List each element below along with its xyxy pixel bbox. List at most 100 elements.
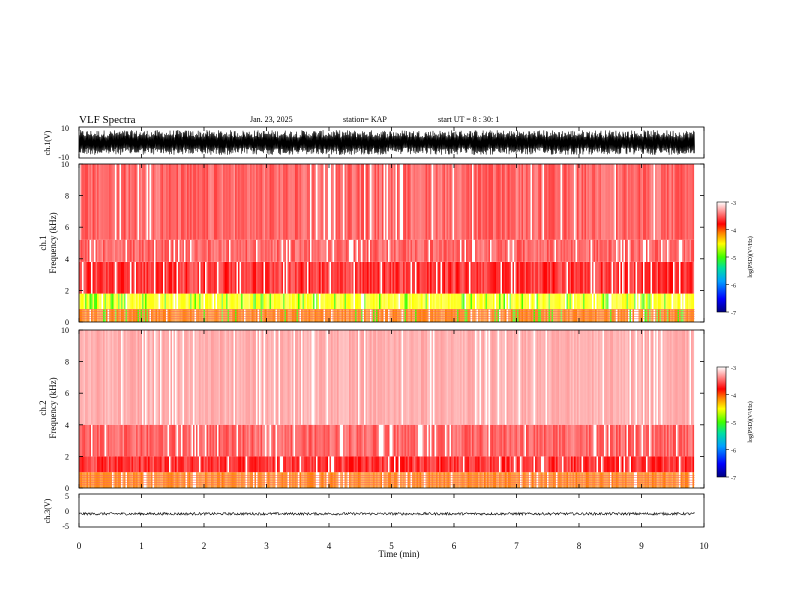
spectrogram-column	[635, 309, 638, 322]
spectrogram-column	[440, 330, 443, 425]
spectrogram-column	[262, 164, 264, 240]
spectrogram-column	[250, 330, 252, 425]
spectrogram-column	[173, 456, 176, 473]
spectrogram-column	[139, 456, 141, 473]
spectrogram-column	[449, 456, 452, 473]
spectrogram-column	[643, 309, 645, 322]
spectrogram-column	[80, 262, 83, 294]
spectrogram-column	[620, 309, 623, 322]
spectrogram-column	[101, 164, 104, 240]
spectrogram-column	[245, 262, 248, 294]
spectrogram-column	[520, 456, 522, 473]
spectrogram-column	[473, 164, 476, 240]
spectrogram-column	[86, 309, 89, 322]
spectrogram-column	[194, 456, 197, 473]
spectrogram-column	[391, 456, 393, 473]
spectrogram-column	[403, 164, 405, 240]
spectrogram-column	[158, 309, 161, 322]
spectrogram-column	[148, 262, 150, 294]
spectrogram-column	[668, 424, 671, 457]
spectrogram-column	[532, 239, 534, 262]
spectrogram-column	[485, 424, 488, 457]
spectrogram-column	[461, 424, 464, 457]
spectrogram-column	[196, 424, 198, 457]
spectrogram-column	[365, 330, 368, 425]
spectrogram-column	[620, 456, 623, 473]
spectrogram-column	[410, 456, 413, 473]
spectrogram-column	[554, 309, 557, 322]
spectrogram-column	[221, 293, 224, 310]
spectrogram-column	[509, 262, 512, 294]
spectrogram-column	[656, 262, 659, 294]
spectrogram-column	[323, 239, 326, 262]
spectrogram-column	[251, 309, 254, 322]
spectrogram-column	[313, 239, 315, 262]
xtick-label: 7	[514, 541, 519, 551]
spectrogram-column	[479, 239, 482, 262]
ytick-label: 0	[65, 318, 69, 327]
spectrogram-column	[197, 456, 200, 473]
spectrogram-column	[305, 456, 308, 473]
spectrogram-column	[649, 239, 651, 262]
spectrogram-column	[616, 424, 618, 457]
spectrogram-column	[454, 309, 456, 322]
spectrogram-column	[614, 456, 617, 473]
spectrogram-column	[88, 262, 90, 294]
spectrogram-column	[605, 456, 608, 473]
spectrogram-column	[683, 330, 686, 425]
spectrogram-column	[485, 330, 488, 425]
spectrogram-column	[502, 262, 504, 294]
spectrogram-column	[329, 239, 332, 262]
spectrogram-column	[161, 424, 164, 457]
spectrogram-column	[547, 239, 549, 262]
spectrogram-column	[529, 330, 531, 425]
spectrogram-column	[607, 309, 609, 322]
spectrogram-column	[293, 262, 296, 294]
spectrogram-column	[392, 164, 395, 240]
spectrogram-column	[452, 262, 455, 294]
spectrogram-column	[391, 164, 393, 240]
spectrogram-column	[100, 309, 102, 322]
spectrogram-column	[595, 293, 597, 310]
spectrogram-column	[269, 309, 272, 322]
spectrogram-column	[410, 424, 413, 457]
spectrogram-column	[337, 293, 339, 310]
spectrogram-column	[686, 424, 689, 457]
spectrogram-column	[431, 239, 434, 262]
spectrogram-column	[218, 293, 221, 310]
spectrogram-column	[446, 239, 449, 262]
spectrogram-column	[560, 456, 563, 473]
spectrogram-column	[242, 456, 245, 473]
spectrogram-column	[82, 309, 84, 322]
spectrogram-column	[358, 262, 360, 294]
spectrogram-column	[130, 456, 132, 473]
spectrogram-column	[149, 456, 152, 473]
spectrogram-column	[400, 239, 402, 262]
spectrogram-column	[587, 239, 590, 262]
spectrogram-column	[397, 424, 399, 457]
spectrogram-column	[598, 262, 600, 294]
spectrogram-column	[379, 164, 381, 240]
spectrogram-column	[337, 239, 339, 262]
spectrogram-column	[145, 262, 147, 294]
spectrogram-column	[239, 456, 242, 473]
spectrogram-column	[476, 262, 479, 294]
spectrogram-column	[182, 262, 185, 294]
spectrogram-column	[248, 164, 251, 240]
spectrogram-column	[296, 424, 299, 457]
spectrogram-column	[170, 262, 173, 294]
spectrogram-column	[664, 293, 666, 310]
spectrogram-column	[574, 309, 576, 322]
spectrogram-column	[619, 239, 621, 262]
spectrogram-column	[478, 309, 480, 322]
spectrogram-column	[613, 424, 615, 457]
spectrogram-column	[185, 164, 188, 240]
spectrogram-column	[598, 309, 600, 322]
spectrogram-column	[103, 456, 105, 473]
spectrogram-column	[589, 239, 591, 262]
spectrogram-column	[229, 309, 231, 322]
spectrogram-column	[394, 309, 396, 322]
spectrogram-column	[302, 164, 305, 240]
spectrogram-column	[283, 239, 285, 262]
spectrogram-column	[239, 239, 242, 262]
